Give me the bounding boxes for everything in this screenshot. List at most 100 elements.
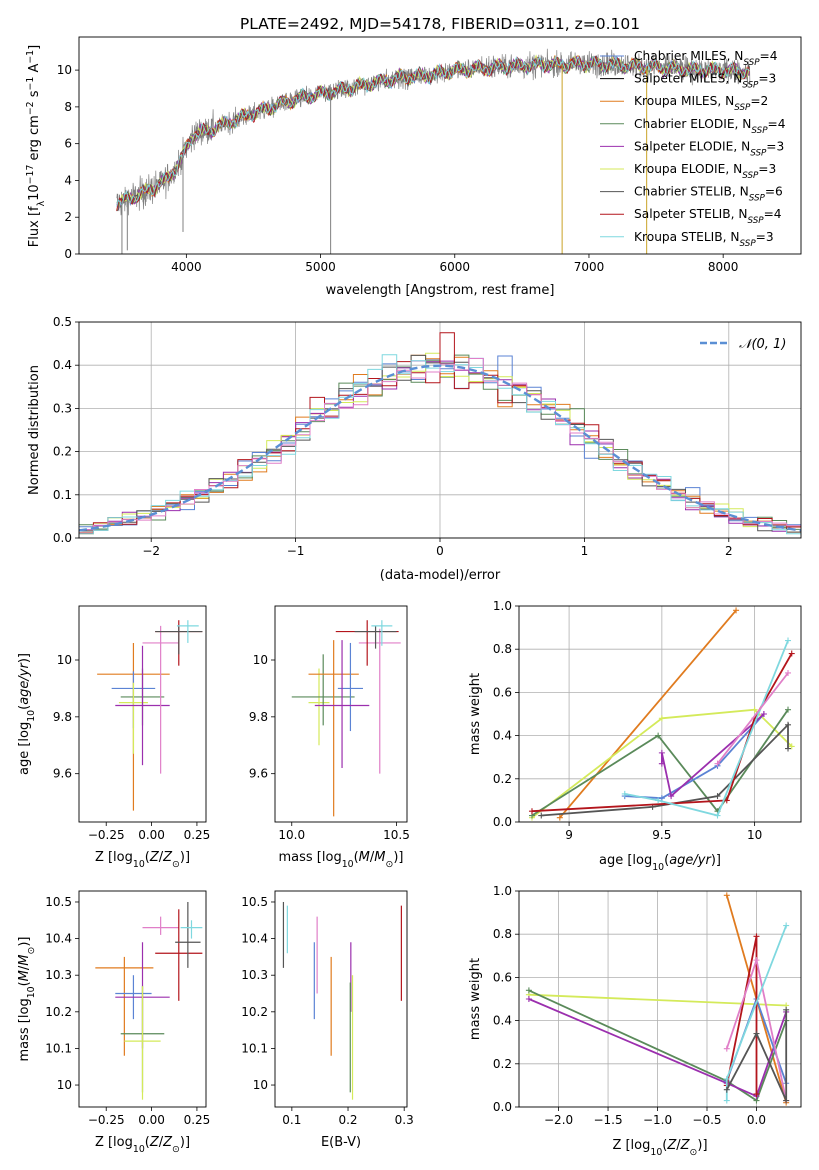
series-line-kroupa_miles xyxy=(559,609,737,819)
data-marker xyxy=(785,669,792,676)
x-tick-label: 6000 xyxy=(439,260,470,274)
y-tick-label: 9.6 xyxy=(53,767,72,781)
x-tick-label: 4000 xyxy=(171,260,202,274)
y-tick-label: 4 xyxy=(64,173,72,187)
plot-area-age_vs_Z xyxy=(97,620,203,811)
y-tick-label: 10 xyxy=(57,653,72,667)
data-marker xyxy=(723,1097,730,1104)
data-marker xyxy=(538,812,545,819)
x-tick-label: 10 xyxy=(747,828,762,842)
data-marker xyxy=(783,1097,790,1104)
data-marker xyxy=(723,1086,730,1093)
legend-item: Salpeter MILES, NSSP=3 xyxy=(634,72,776,91)
panel-residuals: −2 −1 0 1 2 0.0 0.1 0.2 0.3 0.4 0.5 (data-model)/er… xyxy=(27,315,802,583)
y-tick-label: 0.6 xyxy=(493,685,512,699)
legend: Chabrier MILES, NSSP=4 Salpeter MILES, NS… xyxy=(600,49,786,249)
x-tick-label: 7000 xyxy=(574,260,605,274)
plot-area-massweight_vs_Z xyxy=(519,891,801,1107)
panel-age_vs_mass: 10.0 10.5 9.6 9.8 10 mass [log10(M/M⊙)] xyxy=(249,605,410,870)
data-marker xyxy=(753,1030,760,1037)
plot-area-age_vs_mass xyxy=(291,620,401,817)
panel-mass_vs_Z: −0.25 0.00 0.25 10 10.1 10.2 10.3 10.4 10.5 Z [lo… xyxy=(17,890,210,1155)
x-axis-label: Z [log10(Z/Z⊙)] xyxy=(95,850,190,870)
y-tick-label: 8 xyxy=(64,100,72,114)
x-tick-label: 0.00 xyxy=(138,1113,165,1127)
data-marker xyxy=(785,745,792,752)
x-tick-label: −1.0 xyxy=(643,1113,672,1127)
y-tick-label: 0.2 xyxy=(493,1057,512,1071)
x-tick-label: 0.25 xyxy=(184,828,211,842)
y-tick-label: 10.2 xyxy=(241,1005,268,1019)
panel-massweight_vs_age: 9 9.5 10 0.0 0.2 0.4 0.6 0.8 1.0 age [log10(age/y… xyxy=(468,599,802,873)
y-tick-label: 9.6 xyxy=(249,767,268,781)
data-marker xyxy=(655,797,662,804)
y-tick-label: 0 xyxy=(64,247,72,261)
x-axis-label: (data-model)/error xyxy=(380,568,501,583)
x-tick-label: 10.0 xyxy=(278,828,305,842)
legend-item: Salpeter STELIB, NSSP=4 xyxy=(634,207,782,226)
y-tick-label: 10.1 xyxy=(241,1041,268,1055)
legend-item: 𝒩(0, 1) xyxy=(739,337,786,352)
data-marker xyxy=(723,797,730,804)
y-tick-label: 2 xyxy=(64,210,72,224)
legend-item: Salpeter ELODIE, NSSP=3 xyxy=(634,139,784,158)
data-marker xyxy=(753,1091,760,1098)
x-tick-label: −1.5 xyxy=(593,1113,622,1127)
y-tick-label: 0.0 xyxy=(53,531,72,545)
y-tick-label: 0.0 xyxy=(493,815,512,829)
normal-curve xyxy=(79,364,801,532)
y-tick-label: 10 xyxy=(57,1078,72,1092)
x-tick-label: −2.0 xyxy=(544,1113,573,1127)
series-line-salpeter_elodie xyxy=(661,713,765,798)
data-marker xyxy=(714,760,721,767)
axes-frame xyxy=(274,890,408,1108)
data-marker xyxy=(658,749,665,756)
data-marker xyxy=(785,721,792,728)
data-marker xyxy=(788,650,795,657)
y-tick-label: 10.1 xyxy=(45,1041,72,1055)
x-tick-label: 0.3 xyxy=(395,1113,414,1127)
data-marker xyxy=(783,922,790,929)
data-marker xyxy=(714,812,721,819)
axes-frame xyxy=(78,36,802,255)
y-tick-label: 0.4 xyxy=(493,1014,512,1028)
data-marker xyxy=(658,715,665,722)
y-tick-label: 10.3 xyxy=(45,968,72,982)
y-axis-label: age [log10(age/yr)] xyxy=(17,653,37,775)
legend-item: Kroupa MILES, NSSP=2 xyxy=(634,94,768,113)
model-spectrum-kroupa_stelib xyxy=(116,56,750,207)
data-marker xyxy=(753,957,760,964)
y-tick-label: 0.1 xyxy=(53,488,72,502)
x-tick-label: −0.5 xyxy=(692,1113,721,1127)
x-tick-label: 5000 xyxy=(305,260,336,274)
data-marker xyxy=(658,760,665,767)
series-line-chabrier_stelib xyxy=(726,1009,788,1101)
y-tick-label: 9.8 xyxy=(53,710,72,724)
panel-mass_vs_ebv: 0.1 0.2 0.3 10 10.1 10.2 10.3 10.4 10.5 E(B-V) xyxy=(241,890,414,1150)
x-tick-label: 0 xyxy=(436,544,444,558)
axes-frame xyxy=(518,890,802,1108)
y-tick-label: 0.8 xyxy=(493,642,512,656)
x-tick-label: −0.25 xyxy=(88,828,125,842)
data-marker xyxy=(525,987,532,994)
y-tick-label: 10.5 xyxy=(45,895,72,909)
axes-frame xyxy=(78,605,207,823)
y-tick-label: 0.6 xyxy=(493,970,512,984)
x-tick-label: 9 xyxy=(565,828,573,842)
axes-frame xyxy=(518,605,802,823)
x-tick-label: 10.5 xyxy=(383,828,410,842)
y-tick-label: 10 xyxy=(253,1078,268,1092)
legend-item: Kroupa STELIB, NSSP=3 xyxy=(634,230,774,249)
x-tick-label: 2 xyxy=(725,544,733,558)
data-marker xyxy=(783,1006,790,1013)
y-tick-label: 0.8 xyxy=(493,927,512,941)
x-axis-label: E(B-V) xyxy=(321,1135,361,1150)
legend-item: Chabrier MILES, NSSP=4 xyxy=(634,49,778,68)
data-marker xyxy=(723,892,730,899)
panel-massweight_vs_Z: −2.0 −1.5 −1.0 −0.5 0.0 0.0 0.2 0.4 0.6 0.8 1.0 Z [… xyxy=(468,884,802,1158)
x-tick-label: 9.5 xyxy=(652,828,671,842)
axes-frame xyxy=(274,605,408,823)
plot-area-spectrum xyxy=(116,48,751,254)
x-axis-label: age [log10(age/yr)] xyxy=(599,853,721,873)
